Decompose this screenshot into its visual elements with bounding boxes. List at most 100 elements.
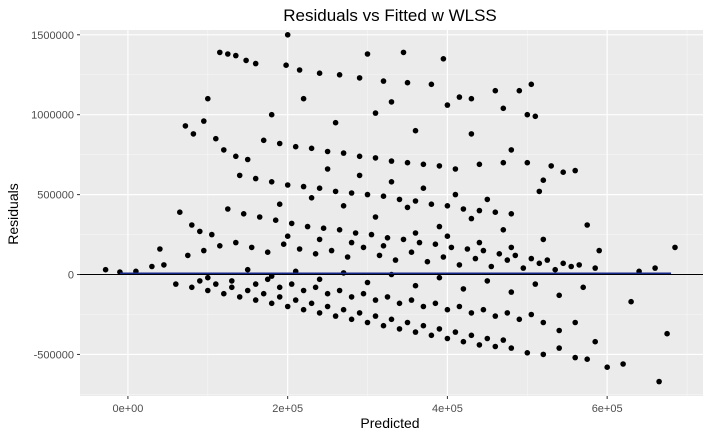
- data-point: [312, 284, 319, 291]
- data-point: [300, 183, 307, 190]
- data-point: [283, 62, 289, 68]
- data-point: [324, 166, 331, 172]
- data-point: [496, 251, 503, 257]
- data-point: [556, 327, 562, 334]
- data-point: [380, 322, 387, 329]
- data-point: [352, 230, 359, 236]
- data-point: [396, 196, 403, 203]
- data-point: [372, 155, 379, 161]
- data-point: [372, 110, 379, 116]
- data-point: [552, 266, 558, 273]
- data-point: [572, 167, 578, 174]
- data-point: [316, 70, 323, 76]
- data-point: [384, 235, 391, 241]
- data-point: [221, 147, 227, 153]
- data-point: [524, 350, 531, 356]
- data-point: [388, 179, 395, 185]
- data-point: [436, 223, 443, 230]
- data-point: [182, 123, 189, 129]
- data-point: [576, 262, 582, 268]
- data-point: [468, 95, 475, 102]
- data-point: [276, 284, 283, 291]
- data-point: [464, 246, 471, 252]
- data-point: [296, 67, 303, 73]
- data-point: [544, 257, 551, 263]
- data-point: [316, 236, 323, 243]
- data-point: [596, 247, 602, 254]
- data-point: [472, 255, 479, 262]
- data-point: [324, 290, 331, 297]
- data-point: [272, 217, 279, 223]
- data-point: [500, 227, 507, 233]
- data-point: [468, 310, 475, 316]
- data-point: [217, 243, 223, 249]
- data-point: [468, 131, 475, 137]
- data-point: [388, 99, 395, 105]
- data-point: [492, 343, 499, 350]
- plot-panel: [80, 30, 703, 396]
- data-point: [528, 255, 535, 262]
- data-point: [524, 111, 531, 118]
- data-point: [316, 276, 323, 283]
- chart-title: Residuals vs Fitted w WLSS: [283, 6, 497, 25]
- data-point: [560, 260, 566, 267]
- x-tick-label: 6e+05: [592, 403, 623, 415]
- data-point: [244, 287, 251, 294]
- data-point: [264, 276, 271, 283]
- data-point: [372, 313, 379, 319]
- data-point: [356, 75, 363, 81]
- data-point: [440, 56, 447, 62]
- data-point: [460, 206, 467, 212]
- data-point: [560, 169, 566, 175]
- data-point: [400, 236, 407, 243]
- data-point: [604, 364, 610, 371]
- data-point: [556, 345, 562, 351]
- data-point: [476, 207, 483, 214]
- data-point: [284, 303, 291, 310]
- data-point: [408, 249, 415, 255]
- data-point: [197, 278, 203, 284]
- data-point: [336, 227, 343, 233]
- data-point: [296, 246, 303, 252]
- data-point: [452, 191, 459, 198]
- data-point: [244, 266, 251, 273]
- data-point: [508, 244, 515, 251]
- data-point: [520, 265, 527, 271]
- data-point: [340, 150, 347, 156]
- data-point: [528, 311, 535, 318]
- data-point: [420, 303, 427, 310]
- data-point: [324, 148, 331, 155]
- data-point: [157, 246, 163, 252]
- data-point: [356, 172, 363, 179]
- data-point: [492, 87, 499, 94]
- data-point: [420, 322, 427, 329]
- data-point: [268, 111, 275, 118]
- data-point: [102, 266, 109, 273]
- data-point: [336, 72, 343, 78]
- data-point: [444, 102, 451, 108]
- y-axis: -500000 0 500000 1000000 1500000: [31, 30, 80, 361]
- data-point: [364, 319, 371, 326]
- data-point: [412, 282, 419, 289]
- data-point: [308, 300, 315, 307]
- data-point: [268, 300, 275, 307]
- data-point: [252, 60, 259, 67]
- data-point: [173, 281, 179, 287]
- data-point: [268, 179, 275, 185]
- data-point: [288, 220, 295, 227]
- data-point: [360, 290, 367, 297]
- data-point: [456, 303, 463, 310]
- data-point: [540, 319, 547, 326]
- data-point: [468, 332, 475, 339]
- data-point: [448, 244, 455, 251]
- data-point: [440, 254, 447, 260]
- data-point: [376, 252, 383, 259]
- data-point: [312, 251, 319, 257]
- data-point: [233, 153, 239, 160]
- data-point: [292, 143, 299, 150]
- data-point: [340, 203, 347, 209]
- data-point: [492, 313, 499, 319]
- data-point: [364, 279, 371, 286]
- data-point: [444, 233, 451, 239]
- data-point: [404, 159, 411, 166]
